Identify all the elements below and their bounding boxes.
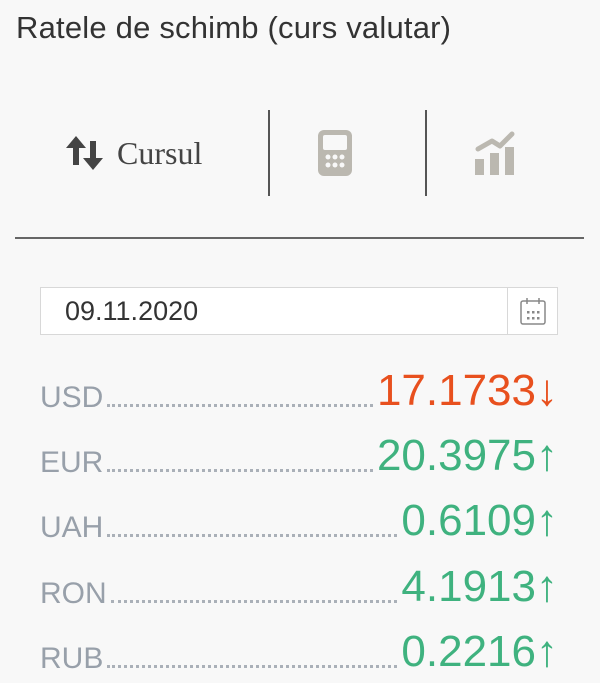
- currency-code: UAH: [40, 511, 104, 544]
- rate-value: 0.6109↑: [401, 496, 558, 545]
- rate-row-rub: RUB 0.2216↑: [40, 616, 558, 676]
- dotted-leader: [110, 599, 398, 603]
- calculator-icon: [318, 130, 352, 176]
- divider: [15, 237, 584, 239]
- dotted-leader: [107, 403, 373, 407]
- calendar-button[interactable]: [507, 288, 557, 334]
- rate-value: 17.1733↓: [376, 366, 558, 415]
- rate-value: 20.3975↑: [376, 431, 558, 480]
- rate-row-ron: RON 4.1913↑: [40, 551, 558, 611]
- tab-chart[interactable]: [450, 110, 540, 196]
- date-input[interactable]: [41, 288, 509, 334]
- currency-code: RUB: [40, 642, 104, 675]
- tab-rates[interactable]: Cursul: [65, 110, 235, 196]
- rate-row-eur: EUR 20.3975↑: [40, 420, 558, 480]
- trend-up-icon: ↑: [536, 562, 558, 611]
- calendar-icon: [519, 298, 546, 325]
- trend-down-icon: ↓: [536, 366, 558, 415]
- trend-up-icon: ↑: [536, 431, 558, 480]
- tab-divider: [425, 110, 427, 196]
- currency-code: USD: [40, 381, 104, 414]
- dotted-leader: [107, 468, 373, 472]
- trend-up-icon: ↑: [536, 627, 558, 676]
- rate-value: 4.1913↑: [401, 562, 558, 611]
- dotted-leader: [107, 533, 398, 537]
- rate-row-uah: UAH 0.6109↑: [40, 485, 558, 545]
- trend-up-icon: ↑: [536, 496, 558, 545]
- dotted-leader: [107, 664, 398, 668]
- tab-divider: [268, 110, 270, 196]
- currency-code: EUR: [40, 446, 104, 479]
- page-title: Ratele de schimb (curs valutar): [16, 10, 452, 45]
- date-picker: [40, 287, 558, 335]
- tab-calculator[interactable]: [290, 110, 380, 196]
- tab-rates-label: Cursul: [117, 134, 203, 171]
- rate-value: 0.2216↑: [401, 627, 558, 676]
- sort-arrows-icon: [66, 136, 103, 170]
- rate-row-usd: USD 17.1733↓: [40, 355, 558, 415]
- chart-icon: [475, 131, 515, 175]
- currency-code: RON: [40, 577, 107, 610]
- tab-bar: Cursul: [15, 110, 584, 196]
